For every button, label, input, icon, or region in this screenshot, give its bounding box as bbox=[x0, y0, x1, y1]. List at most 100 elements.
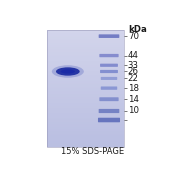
Bar bbox=[47, 87, 124, 89]
Bar bbox=[47, 80, 124, 81]
Bar bbox=[47, 53, 124, 55]
Bar bbox=[47, 75, 124, 77]
Bar bbox=[47, 100, 124, 102]
Bar bbox=[47, 116, 124, 118]
Bar bbox=[47, 34, 124, 36]
Text: 44: 44 bbox=[128, 51, 139, 60]
Bar bbox=[47, 83, 124, 84]
Bar bbox=[47, 113, 124, 115]
Bar bbox=[47, 109, 124, 111]
Bar bbox=[47, 46, 124, 48]
FancyBboxPatch shape bbox=[101, 86, 117, 90]
Bar bbox=[47, 93, 124, 94]
Text: 22: 22 bbox=[128, 74, 139, 83]
Ellipse shape bbox=[52, 65, 84, 78]
Bar bbox=[47, 48, 124, 49]
Bar bbox=[47, 65, 124, 67]
Bar bbox=[47, 72, 124, 74]
FancyBboxPatch shape bbox=[99, 34, 119, 38]
Bar bbox=[47, 81, 124, 83]
Bar bbox=[47, 96, 124, 97]
Text: kDa: kDa bbox=[128, 25, 147, 34]
Text: 10: 10 bbox=[128, 107, 139, 116]
Bar bbox=[47, 132, 124, 134]
Bar bbox=[47, 62, 124, 64]
Bar bbox=[47, 138, 124, 140]
Bar bbox=[47, 107, 124, 109]
FancyBboxPatch shape bbox=[99, 97, 119, 101]
Bar bbox=[47, 122, 124, 124]
Bar bbox=[47, 89, 124, 90]
FancyBboxPatch shape bbox=[100, 70, 118, 73]
Bar bbox=[47, 55, 124, 56]
Bar bbox=[47, 127, 124, 128]
Bar bbox=[47, 77, 124, 78]
Bar bbox=[47, 97, 124, 99]
Bar bbox=[47, 67, 124, 68]
Bar bbox=[47, 64, 124, 65]
Bar bbox=[47, 103, 124, 105]
Bar bbox=[47, 86, 124, 87]
Bar bbox=[47, 137, 124, 138]
Bar bbox=[47, 99, 124, 100]
Bar bbox=[47, 56, 124, 58]
Bar bbox=[47, 84, 124, 86]
Bar bbox=[47, 106, 124, 107]
Bar bbox=[47, 49, 124, 50]
Bar bbox=[47, 33, 124, 34]
Bar bbox=[47, 128, 124, 129]
Bar bbox=[47, 143, 124, 144]
Bar bbox=[47, 61, 124, 62]
Bar bbox=[47, 69, 124, 71]
Bar bbox=[47, 141, 124, 143]
Bar bbox=[47, 112, 124, 113]
Text: 14: 14 bbox=[128, 95, 139, 104]
Text: 26: 26 bbox=[128, 67, 139, 76]
Bar bbox=[47, 74, 124, 75]
Bar bbox=[47, 45, 124, 46]
Bar bbox=[47, 40, 124, 42]
Bar bbox=[47, 119, 124, 121]
Text: 15% SDS-PAGE: 15% SDS-PAGE bbox=[61, 147, 124, 156]
FancyBboxPatch shape bbox=[98, 118, 120, 122]
Bar bbox=[47, 36, 124, 37]
FancyBboxPatch shape bbox=[99, 54, 119, 57]
Bar bbox=[47, 30, 124, 31]
Bar bbox=[47, 31, 124, 33]
FancyBboxPatch shape bbox=[101, 77, 117, 80]
Bar bbox=[47, 78, 124, 80]
Bar bbox=[47, 71, 124, 72]
FancyBboxPatch shape bbox=[100, 64, 118, 67]
Bar bbox=[47, 111, 124, 112]
Bar bbox=[47, 134, 124, 135]
Bar bbox=[47, 131, 124, 132]
Bar bbox=[47, 140, 124, 141]
Bar bbox=[47, 58, 124, 59]
Bar bbox=[47, 68, 124, 69]
Text: 33: 33 bbox=[128, 61, 139, 70]
Bar bbox=[47, 102, 124, 103]
Bar bbox=[47, 129, 124, 131]
Bar bbox=[47, 124, 124, 125]
Bar bbox=[47, 42, 124, 43]
Bar bbox=[47, 90, 124, 91]
Bar bbox=[47, 37, 124, 39]
Bar bbox=[47, 91, 124, 93]
Ellipse shape bbox=[61, 69, 75, 74]
Ellipse shape bbox=[56, 67, 80, 76]
Bar bbox=[47, 146, 124, 147]
Bar bbox=[47, 59, 124, 61]
Bar bbox=[47, 30, 124, 147]
Text: 18: 18 bbox=[128, 84, 139, 93]
Bar bbox=[47, 118, 124, 119]
Bar bbox=[47, 43, 124, 45]
Bar bbox=[47, 39, 124, 40]
Bar bbox=[47, 52, 124, 53]
Bar bbox=[47, 121, 124, 122]
Bar bbox=[47, 125, 124, 127]
Bar bbox=[47, 94, 124, 96]
Text: 70: 70 bbox=[128, 32, 139, 41]
Bar bbox=[47, 115, 124, 116]
Bar bbox=[47, 144, 124, 146]
Bar bbox=[47, 105, 124, 106]
